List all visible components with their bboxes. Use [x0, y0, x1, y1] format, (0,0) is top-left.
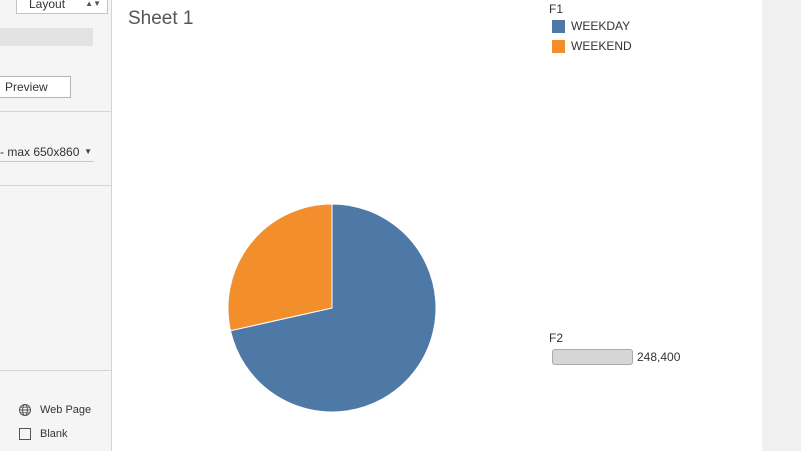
legend-item-weekday[interactable]: WEEKDAY: [549, 16, 632, 36]
divider: [0, 111, 111, 112]
pie-slice-weekend[interactable]: [227, 203, 333, 332]
layout-tab[interactable]: Layout ▲▼: [16, 0, 108, 14]
color-legend-title: F1: [549, 2, 564, 16]
size-dropdown-value: - max 650x860: [0, 145, 80, 159]
object-label: Web Page: [40, 404, 92, 416]
size-legend-row: 248,400: [549, 347, 680, 367]
legend-swatch: [552, 20, 565, 33]
legend-label: WEEKEND: [571, 39, 632, 53]
device-preview-bar: [0, 28, 93, 46]
object-label: Blank: [40, 428, 68, 440]
color-legend: F1 WEEKDAY WEEKEND: [549, 2, 632, 56]
sheet-title: Sheet 1: [128, 8, 194, 29]
size-legend-bar: [552, 349, 633, 365]
legend-swatch: [552, 40, 565, 53]
dashboard-side-panel: Layout ▲▼ Preview - max 650x860 ▼ Web Pa…: [0, 0, 112, 451]
layout-tab-label: Layout: [29, 0, 66, 11]
divider: [0, 185, 111, 186]
size-legend-title: F2: [549, 331, 564, 345]
divider: [0, 370, 111, 371]
legend-item-weekend[interactable]: WEEKEND: [549, 36, 632, 56]
pie-chart: [227, 203, 437, 413]
globe-icon: [19, 404, 31, 417]
size-legend-value: 248,400: [637, 350, 681, 364]
preview-button-label: Preview: [5, 80, 48, 94]
object-blank[interactable]: Blank: [18, 426, 68, 442]
chevron-down-icon: ▼: [84, 147, 92, 156]
pie-slice-weekday[interactable]: [229, 203, 437, 413]
chevron-updown-icon: ▲▼: [85, 0, 101, 8]
legend-label: WEEKDAY: [571, 19, 631, 33]
size-dropdown[interactable]: - max 650x860 ▼: [0, 142, 94, 162]
device-preview-button[interactable]: Preview: [0, 76, 71, 98]
dashboard-canvas: Sheet 1 F1 WEEKDAY WEEKEND F2 248,400: [112, 0, 762, 451]
size-legend: F2 248,400: [549, 331, 680, 367]
canvas-gutter: [762, 0, 801, 451]
object-web-page[interactable]: Web Page: [18, 402, 91, 418]
blank-square-icon: [19, 428, 31, 441]
pie-chart-container: [224, 200, 440, 416]
